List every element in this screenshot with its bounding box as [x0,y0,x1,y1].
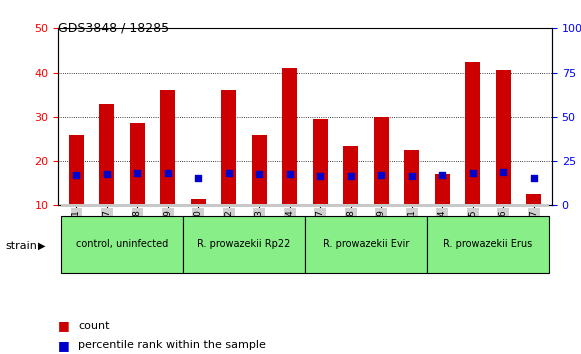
Point [407,173,417,179]
Bar [435,175,450,205]
FancyBboxPatch shape [427,216,549,273]
Bar [69,135,84,205]
Point [193,175,203,181]
Point [285,172,295,177]
FancyBboxPatch shape [457,204,488,207]
Bar [313,119,328,205]
FancyBboxPatch shape [305,216,427,273]
Bar [526,194,541,205]
FancyBboxPatch shape [305,204,335,207]
Bar [343,145,358,205]
FancyBboxPatch shape [92,204,122,207]
Point [498,169,508,175]
FancyBboxPatch shape [275,204,305,207]
Text: percentile rank within the sample: percentile rank within the sample [78,340,266,350]
FancyBboxPatch shape [61,216,183,273]
Text: R. prowazekii Rp22: R. prowazekii Rp22 [198,239,290,249]
Bar [221,90,236,205]
Bar [465,62,480,205]
Bar [374,117,389,205]
Point [437,172,447,178]
Bar [252,135,267,205]
Text: control, uninfected: control, uninfected [76,239,168,249]
FancyBboxPatch shape [61,204,92,207]
FancyBboxPatch shape [122,204,153,207]
FancyBboxPatch shape [214,204,244,207]
FancyBboxPatch shape [396,204,427,207]
Bar [282,68,297,205]
Point [376,172,386,178]
Text: count: count [78,321,110,331]
FancyBboxPatch shape [518,204,549,207]
Point [163,170,173,175]
Text: ■: ■ [58,319,70,332]
Text: ▶: ▶ [38,241,45,251]
Point [132,170,142,175]
Bar [160,90,175,205]
FancyBboxPatch shape [366,204,396,207]
Point [224,170,234,175]
FancyBboxPatch shape [183,216,305,273]
Point [468,170,478,175]
FancyBboxPatch shape [153,204,183,207]
Point [346,173,356,179]
Text: GDS3848 / 18285: GDS3848 / 18285 [58,21,169,34]
Point [254,172,264,177]
FancyBboxPatch shape [244,204,275,207]
Bar [99,104,114,205]
Point [529,175,539,181]
FancyBboxPatch shape [183,204,214,207]
Bar [496,70,511,205]
Point [315,173,325,179]
Text: ■: ■ [58,339,70,352]
Bar [130,124,145,205]
Point [71,172,81,178]
Text: R. prowazekii Erus: R. prowazekii Erus [443,239,533,249]
Point [102,172,112,177]
Bar [404,150,419,205]
FancyBboxPatch shape [335,204,366,207]
FancyBboxPatch shape [427,204,457,207]
Bar [191,199,206,205]
Text: R. prowazekii Evir: R. prowazekii Evir [323,239,409,249]
FancyBboxPatch shape [488,204,518,207]
Text: strain: strain [6,241,38,251]
